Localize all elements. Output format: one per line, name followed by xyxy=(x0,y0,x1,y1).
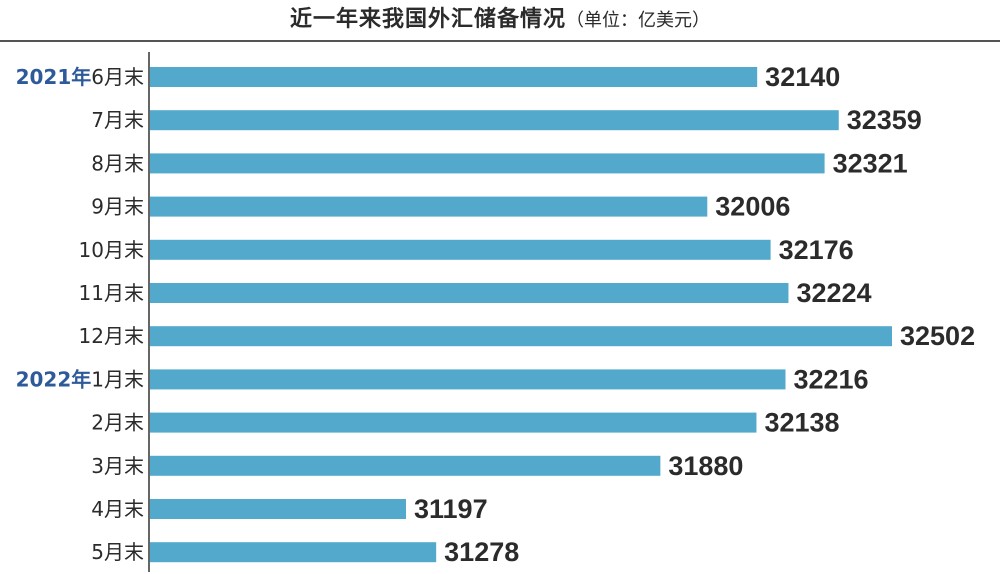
category-label: 10月末 xyxy=(79,238,144,262)
month-label: 5月末 xyxy=(91,540,144,564)
bar-value-label: 31197 xyxy=(414,494,488,524)
bar xyxy=(150,455,661,476)
bar xyxy=(150,239,771,260)
bar xyxy=(150,196,708,217)
month-label: 2月末 xyxy=(91,411,144,435)
bar xyxy=(150,542,437,563)
bar-value-label: 32006 xyxy=(715,192,790,222)
bar xyxy=(150,499,406,519)
bar-value-label: 32138 xyxy=(764,408,839,438)
month-label: 12月末 xyxy=(79,324,144,348)
year-label: 2021年 xyxy=(16,65,92,89)
category-label: 3月末 xyxy=(91,454,144,478)
category-label: 8月末 xyxy=(91,151,144,175)
bar-value-label: 32224 xyxy=(796,278,871,308)
month-label: 9月末 xyxy=(91,195,144,219)
month-label: 8月末 xyxy=(91,151,144,175)
bar xyxy=(150,283,789,303)
category-label: 2022年1月末 xyxy=(16,367,144,391)
bar xyxy=(150,369,786,390)
bar xyxy=(150,153,825,174)
category-label: 2月末 xyxy=(91,411,144,435)
category-label: 9月末 xyxy=(91,195,144,219)
month-label: 3月末 xyxy=(91,454,144,478)
bar-value-label: 32216 xyxy=(793,364,868,394)
bar-value-label: 31278 xyxy=(444,537,519,567)
month-label: 6月末 xyxy=(91,65,144,89)
bar xyxy=(150,110,839,131)
chart-title: 近一年来我国外汇储备情况（单位：亿美元） xyxy=(0,0,1000,40)
month-label: 1月末 xyxy=(91,367,144,391)
month-label: 4月末 xyxy=(91,497,144,521)
bar-value-label: 32321 xyxy=(833,148,908,178)
chart-title-main: 近一年来我国外汇储备情况 xyxy=(289,7,566,32)
bar-value-label: 32176 xyxy=(779,235,854,265)
bars-group: 32140 2021年6月末 32359 7月末 32321 8月末 32006 9月末 321… xyxy=(16,62,976,567)
bar-value-label: 31880 xyxy=(668,451,743,481)
bar xyxy=(150,326,892,347)
category-label: 11月末 xyxy=(79,281,144,305)
year-label: 2022年 xyxy=(16,367,92,391)
category-label: 5月末 xyxy=(91,540,144,564)
bar-value-label: 32140 xyxy=(765,62,840,92)
bar xyxy=(150,67,758,87)
month-label: 11月末 xyxy=(79,281,144,305)
month-label: 7月末 xyxy=(91,108,144,132)
category-label: 12月末 xyxy=(79,324,144,348)
bar-value-label: 32359 xyxy=(847,105,922,135)
bar xyxy=(150,412,757,433)
bar-value-label: 32502 xyxy=(900,321,975,351)
chart-title-unit: （单位：亿美元） xyxy=(566,10,710,31)
title-divider xyxy=(0,40,1000,42)
category-label: 4月末 xyxy=(91,497,144,521)
month-label: 10月末 xyxy=(79,238,144,262)
category-label: 7月末 xyxy=(91,108,144,132)
category-label: 2021年6月末 xyxy=(16,65,144,89)
